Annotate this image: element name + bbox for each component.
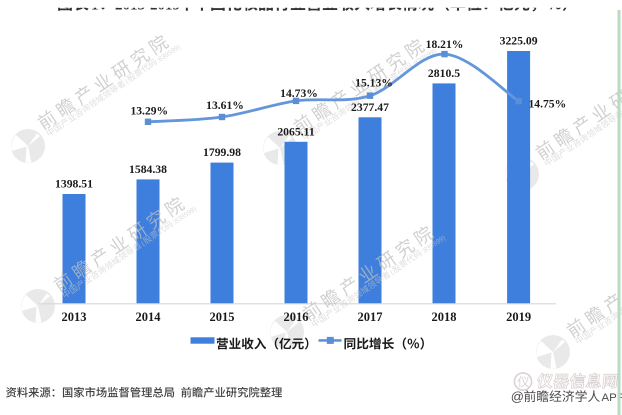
svg-text:2018: 2018 [432,310,457,324]
svg-text:2377.47: 2377.47 [351,101,389,114]
svg-text:13.29%: 13.29% [130,104,168,117]
svg-text:13.61%: 13.61% [206,99,244,112]
svg-text:1799.98: 1799.98 [203,146,241,159]
svg-text:2810.5: 2810.5 [428,67,460,80]
svg-text:1398.51: 1398.51 [55,178,93,191]
svg-text:1584.38: 1584.38 [129,163,167,176]
svg-text:2015: 2015 [210,310,235,324]
svg-text:2017: 2017 [358,310,383,324]
svg-text:2014: 2014 [136,310,162,324]
svg-text:18.21%: 18.21% [426,38,464,51]
svg-text:2065.11: 2065.11 [277,125,314,138]
svg-text:1: 1 [91,0,99,13]
svg-text:15.13%: 15.13% [355,76,393,89]
svg-text:2019: 2019 [506,310,531,324]
svg-text:APP: APP [602,392,622,404]
svg-text:14.73%: 14.73% [280,87,318,100]
svg-text:14.75%: 14.75% [529,97,567,110]
svg-text:2013: 2013 [62,310,87,324]
svg-text:3225.09: 3225.09 [500,35,538,48]
svg-text:@: @ [511,389,524,404]
svg-text:2016: 2016 [284,310,309,324]
svg-text:2013-2019: 2013-2019 [115,0,180,13]
